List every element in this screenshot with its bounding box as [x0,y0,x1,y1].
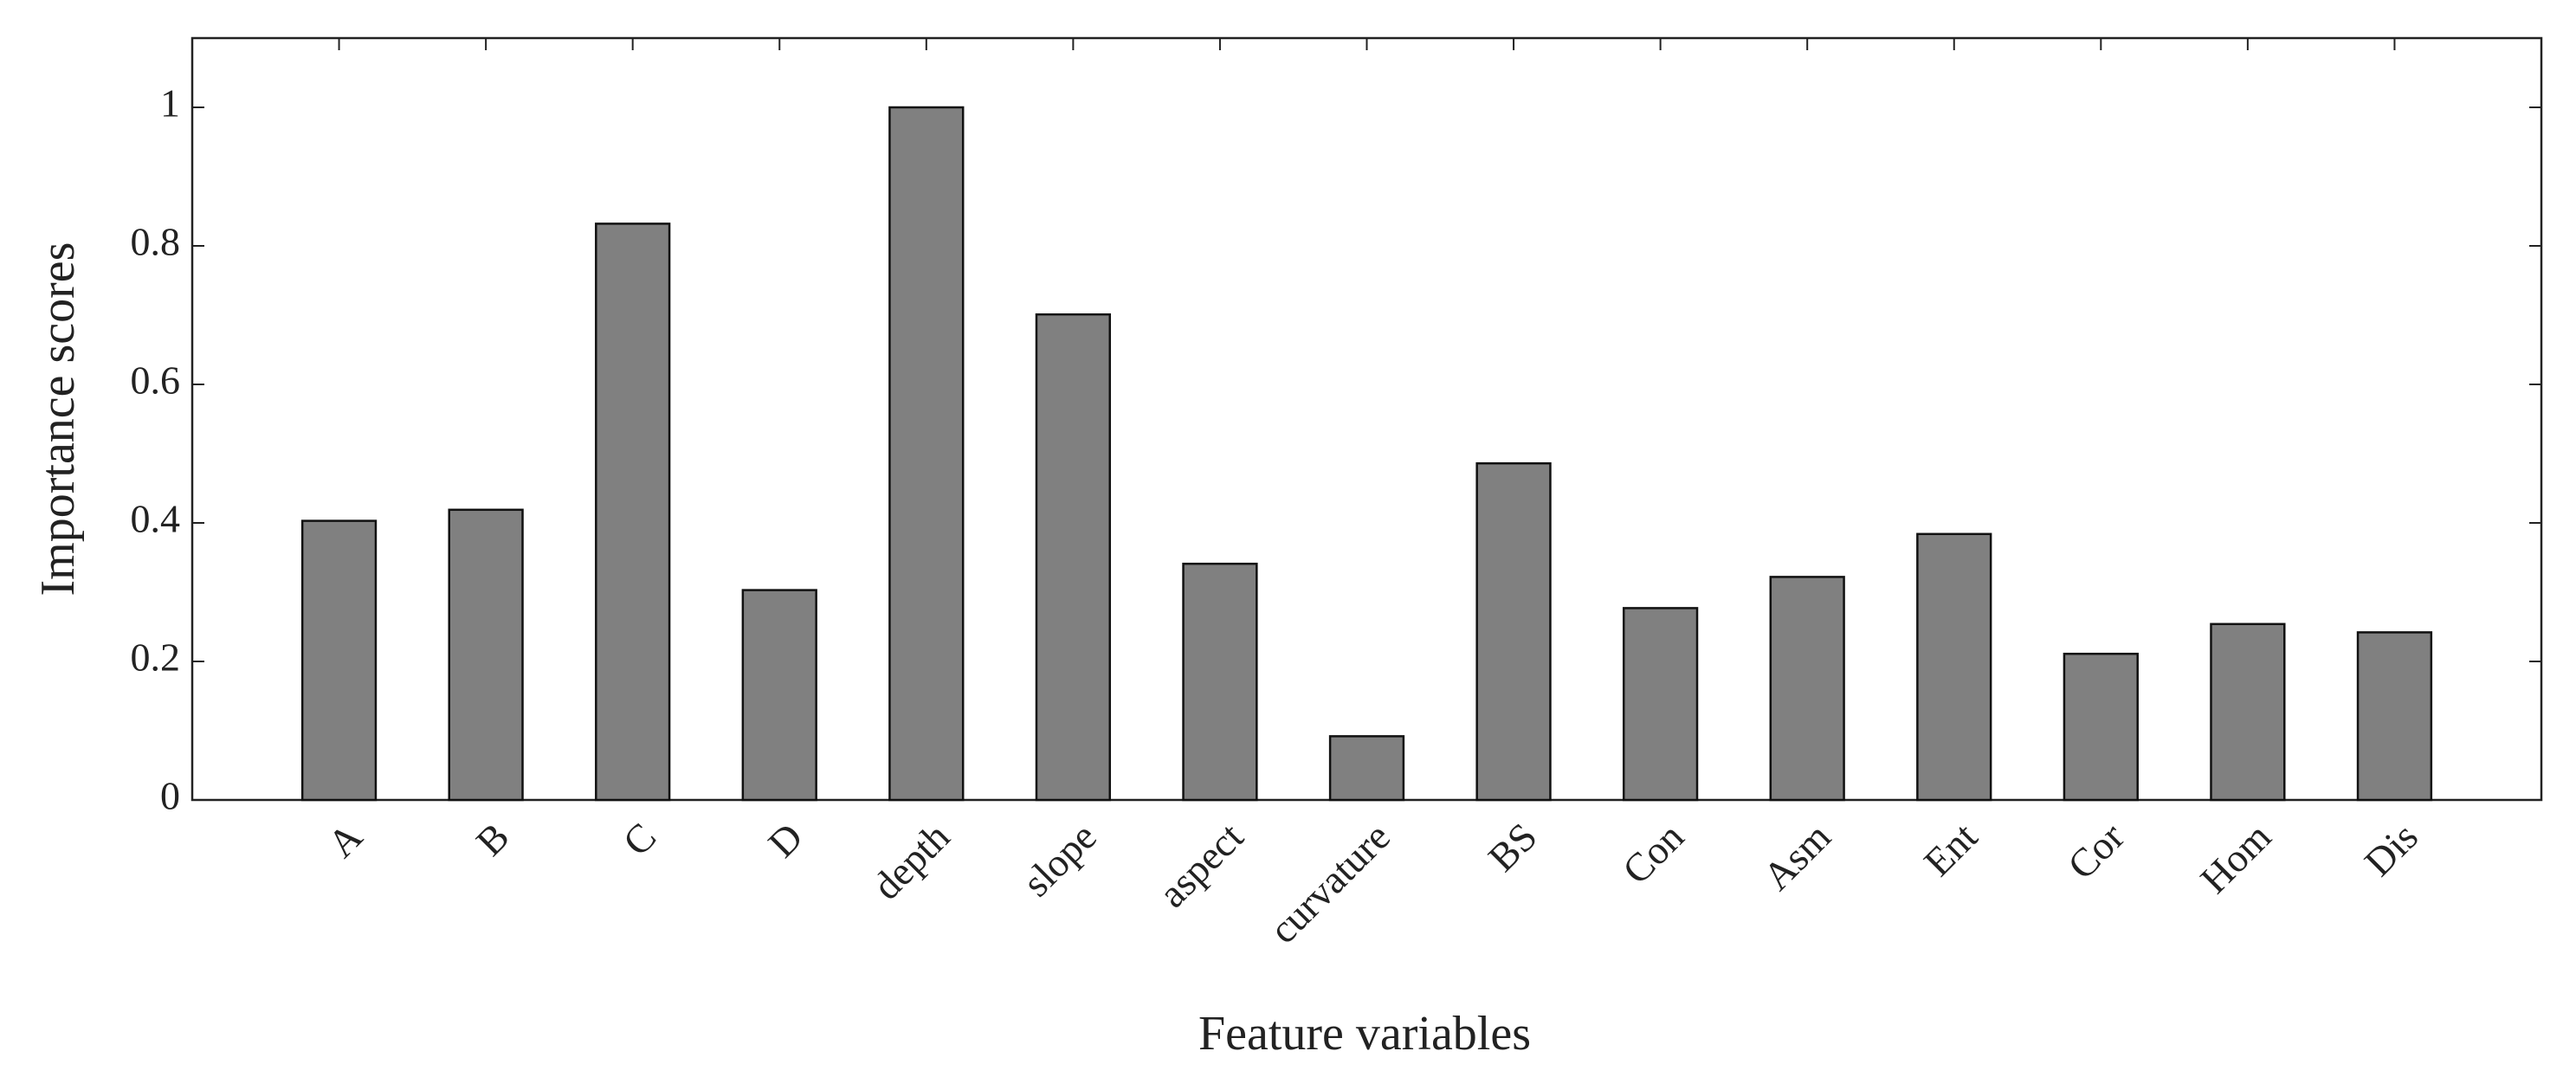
y-tick-label: 0.2 [131,635,181,680]
bar [1475,461,1552,802]
x-tick-label: Hom [2192,814,2279,901]
bar [1916,532,1992,802]
x-tick-label: depth [864,814,958,907]
bar [1182,562,1258,802]
bar [1622,607,1699,802]
bar [595,222,671,802]
bar [741,589,817,802]
y-tick-label: 0.6 [131,358,181,403]
x-tick-label: Con [1614,814,1692,892]
bar [2063,652,2139,802]
y-tick-label: 0 [160,774,180,818]
bar [888,106,965,802]
x-tick-label: A [320,814,371,866]
y-tick-label: 0.4 [131,497,181,541]
x-tick-label: Cor [2059,814,2133,887]
y-tick-label: 1 [160,81,180,126]
x-axis-title: Feature variables [1198,1007,1531,1061]
bar [1035,313,1112,802]
x-tick-label: Dis [2356,814,2426,884]
y-tick-label: 0.8 [131,220,181,264]
x-tick-label: D [759,814,811,866]
x-tick-label: Ent [1915,814,1985,884]
x-tick-label: C [614,814,664,864]
plot-frame [190,36,2543,802]
x-tick-label: aspect [1150,814,1251,915]
x-tick-label: BS [1480,814,1546,880]
x-tick-label: slope [1014,814,1105,905]
bar [300,519,378,802]
bar [1769,576,1845,802]
bar [1328,735,1405,802]
x-tick-label: Asm [1754,814,1839,899]
bar [2356,631,2433,802]
x-tick-label: curvature [1261,814,1398,951]
y-axis-title: Importance scores [31,242,85,597]
bar [448,508,524,802]
x-tick-label: B [468,814,518,864]
bar [2210,622,2286,802]
